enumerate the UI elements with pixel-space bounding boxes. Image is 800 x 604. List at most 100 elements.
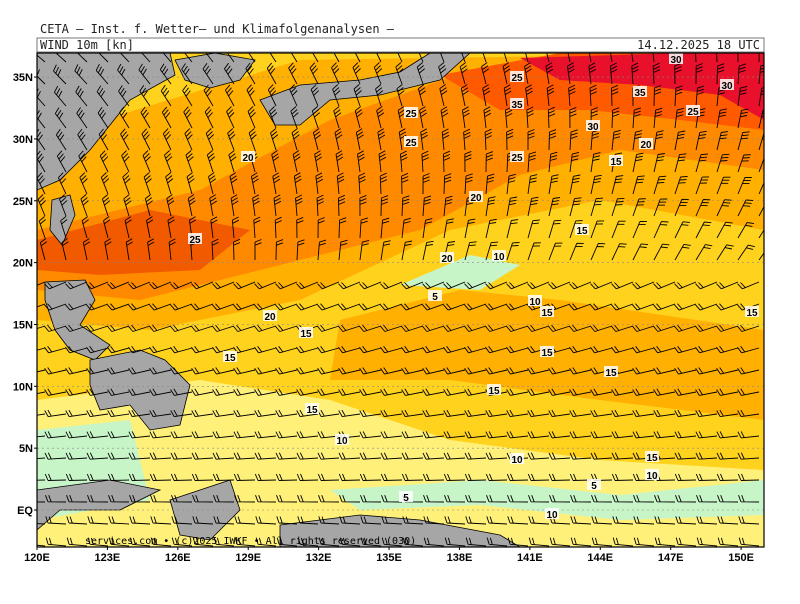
wind-barb xyxy=(86,367,109,375)
wind-barb xyxy=(87,495,109,503)
wind-barb xyxy=(716,244,734,261)
wind-barb xyxy=(590,452,613,460)
wind-barb xyxy=(465,516,487,525)
contour-label-bg xyxy=(587,479,601,490)
wind-barb xyxy=(548,151,558,173)
wind-barb xyxy=(738,516,760,525)
wind-barb xyxy=(611,220,626,239)
wind-barb xyxy=(186,172,195,195)
wind-barb xyxy=(149,367,172,375)
wind-barb xyxy=(103,216,111,239)
wind-barb xyxy=(569,388,592,396)
wind-barb xyxy=(86,281,109,290)
wind-barb xyxy=(506,367,529,375)
wind-barb xyxy=(275,346,298,354)
wind-barb xyxy=(98,128,109,151)
wind-barb xyxy=(482,84,491,107)
wind-barb xyxy=(444,495,466,503)
contour-label: 15 xyxy=(576,226,588,237)
wind-barb xyxy=(191,346,214,354)
wind-barb xyxy=(716,153,730,173)
wind-barb xyxy=(737,409,760,418)
wind-barb xyxy=(464,281,487,290)
wind-barb xyxy=(674,153,687,173)
wind-barb xyxy=(338,367,361,375)
wind-barb xyxy=(524,62,532,85)
land xyxy=(279,514,521,547)
wind-barb xyxy=(675,537,697,547)
wind-barb xyxy=(674,107,685,129)
lat-tick-label: EQ xyxy=(17,505,33,517)
wind-barb xyxy=(86,388,109,396)
wind-barb xyxy=(273,194,282,217)
wind-barb xyxy=(233,409,256,418)
wind-barb xyxy=(611,303,634,311)
wind-barb xyxy=(506,431,529,439)
land xyxy=(49,194,76,246)
wind-barb xyxy=(380,431,403,439)
wind-barb xyxy=(233,303,256,311)
wind-barb xyxy=(695,346,718,354)
wind-barb xyxy=(318,495,340,503)
wind-barb xyxy=(149,324,172,332)
wind-barb xyxy=(334,128,343,151)
wind-barb xyxy=(459,62,468,85)
wind-barb xyxy=(296,388,319,396)
wind-barb xyxy=(78,150,88,173)
wind-barb xyxy=(37,150,46,173)
wind-barb xyxy=(527,281,550,290)
wind-barb xyxy=(66,516,88,525)
wind-barb xyxy=(107,303,130,311)
wind-barb xyxy=(653,85,662,107)
wind-barb xyxy=(376,53,382,63)
wind-barb xyxy=(695,431,718,439)
wind-barb xyxy=(632,281,655,290)
wind-barb xyxy=(317,303,340,311)
wind-barb xyxy=(609,62,618,85)
wind-barb xyxy=(395,62,404,85)
wind-barb xyxy=(296,409,319,418)
wind-barb xyxy=(138,63,151,85)
wind-barb xyxy=(695,388,718,396)
wind-barb xyxy=(528,495,550,503)
wind-barb xyxy=(464,324,487,332)
wind-barb xyxy=(443,173,452,195)
wind-barb xyxy=(695,176,710,195)
contour-label: 15 xyxy=(646,453,658,464)
wind-barb xyxy=(380,281,403,290)
wind-barb xyxy=(737,199,754,217)
wind-barb xyxy=(485,346,508,354)
wind-barb xyxy=(716,303,739,311)
wind-barb xyxy=(674,324,697,332)
wind-barb xyxy=(359,452,382,460)
wind-barb xyxy=(170,346,193,354)
wind-barb xyxy=(191,303,214,311)
wind-barb xyxy=(611,84,619,107)
wind-barb xyxy=(674,409,697,418)
contour-label-bg xyxy=(528,295,542,306)
wind-barb xyxy=(107,388,130,396)
wind-barb xyxy=(549,537,571,547)
wind-barb xyxy=(128,324,151,332)
wind-barb xyxy=(317,346,340,354)
wind-barb xyxy=(695,63,703,85)
lat-tick-label: 10N xyxy=(13,381,33,393)
contour-label: 10 xyxy=(529,297,541,308)
wind-barb xyxy=(758,132,764,151)
wind-barb xyxy=(359,431,382,439)
contour-label-bg xyxy=(510,151,524,162)
wind-barb xyxy=(548,409,571,418)
wind-barb xyxy=(149,452,172,460)
wind-barb xyxy=(401,217,411,239)
contour-label: 10 xyxy=(546,510,558,521)
wind-barb xyxy=(171,537,193,547)
wind-barb xyxy=(674,388,697,396)
wind-barb xyxy=(716,324,739,332)
wind-barb xyxy=(716,473,739,481)
wind-barb xyxy=(128,473,151,481)
wind-barb xyxy=(716,108,727,129)
wind-barb xyxy=(86,473,109,481)
wind-barb xyxy=(54,107,67,129)
lat-tick-label: 25N xyxy=(13,196,33,208)
contour-label-bg xyxy=(487,384,501,395)
